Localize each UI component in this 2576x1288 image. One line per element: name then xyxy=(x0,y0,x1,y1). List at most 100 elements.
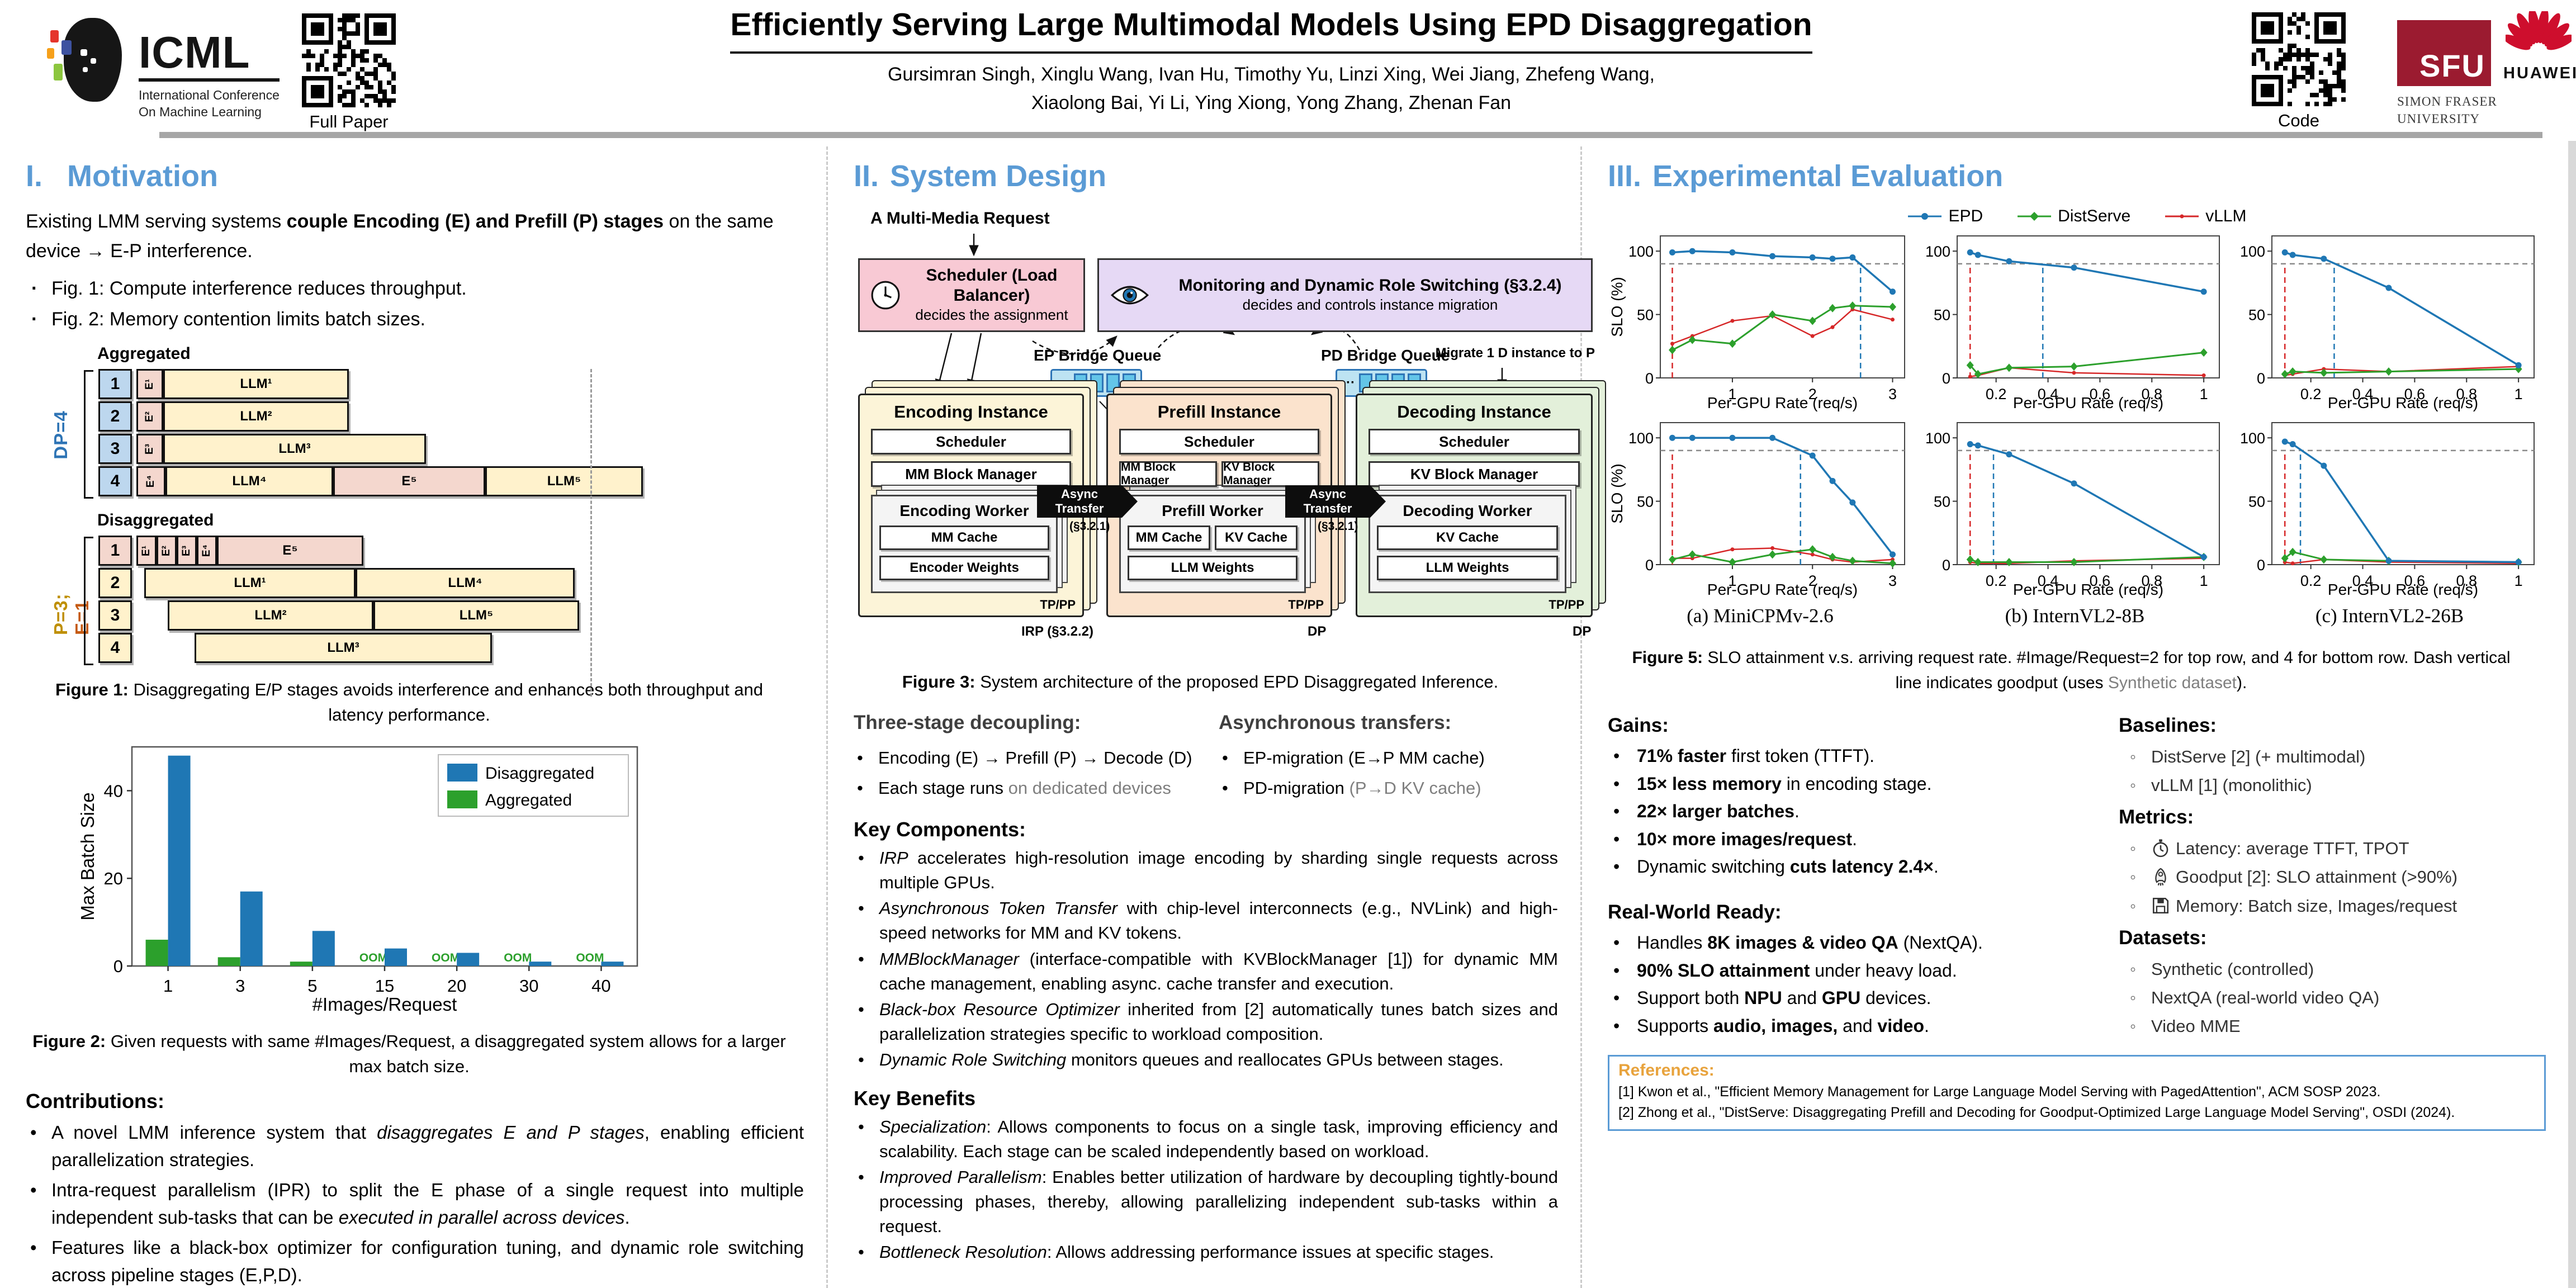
real-world-item: Supports audio, images, and video. xyxy=(1608,1012,2100,1040)
svg-text:50: 50 xyxy=(1637,494,1654,510)
svg-text:3: 3 xyxy=(235,976,245,996)
key-components-list: IRP accelerates high-resolution image en… xyxy=(854,846,1558,1072)
column-evaluation: III. Experimental Evaluation EPD DistServe… xyxy=(1582,146,2568,1288)
scheduler-subtitle: decides the assignment xyxy=(915,306,1068,324)
svg-text:0: 0 xyxy=(1942,557,1950,574)
svg-text:100: 100 xyxy=(1925,243,1950,260)
icml-line2: On Machine Learning xyxy=(139,104,262,119)
svg-text:OOM: OOM xyxy=(576,951,604,964)
sfu-line1: SIMON FRASER xyxy=(2397,94,2497,108)
svg-text:1: 1 xyxy=(163,976,173,996)
svg-text:0.8: 0.8 xyxy=(2456,386,2477,402)
dp-label: DP xyxy=(1308,624,1327,639)
real-world-list: Handles 8K images & video QA (NextQA). 9… xyxy=(1608,929,2100,1040)
svg-text:0.6: 0.6 xyxy=(2404,386,2426,402)
svg-text:0: 0 xyxy=(2257,370,2265,387)
icml-acronym: ICML xyxy=(139,30,280,82)
asynchronous-transfers: Asynchronous transfers: EP-migration (E→… xyxy=(1219,712,1558,804)
decoupling-transfers-block: Three-stage decoupling: Encoding (E) → P… xyxy=(854,712,1558,804)
key-benefit: Improved Parallelism: Enables better uti… xyxy=(854,1165,1558,1239)
svg-text:Per-GPU Rate (req/s): Per-GPU Rate (req/s) xyxy=(2013,581,2163,598)
baselines-list: DistServe [2] (+ multimodal) vLLM [1] (m… xyxy=(2119,742,2546,799)
disagg-row-1: 1 E¹ E² E³ E⁴ E⁵ xyxy=(98,536,786,566)
async-transfer-arrow: Async Transfer xyxy=(1037,485,1122,518)
real-world-item: 90% SLO attainment under heavy load. xyxy=(1608,957,2100,985)
svg-text:0.6: 0.6 xyxy=(2090,386,2111,402)
gain-item: Dynamic switching cuts latency 2.4×. xyxy=(1608,853,2100,881)
svg-text:50: 50 xyxy=(1637,307,1654,324)
kv-cache-box: KV Cache xyxy=(1377,525,1558,550)
qr-code-icon xyxy=(302,13,396,107)
metric-item: Latency: average TTFT, TPOT xyxy=(2124,834,2546,863)
datasets-list: Synthetic (controlled) NextQA (real-worl… xyxy=(2119,955,2546,1041)
svg-text:50: 50 xyxy=(1934,494,1950,510)
icml-logo: ICML International Conference On Machine… xyxy=(47,16,280,121)
llm-bar: LLM⁵ xyxy=(373,600,579,631)
sfu-logo-icon: SFU xyxy=(2397,20,2491,86)
svg-text:1: 1 xyxy=(2200,572,2208,589)
svg-text:0.4: 0.4 xyxy=(2352,386,2374,402)
svg-text:Per-GPU Rate (req/s): Per-GPU Rate (req/s) xyxy=(2013,394,2163,411)
setup-block: Baselines: DistServe [2] (+ multimodal) … xyxy=(2100,708,2546,1040)
scheduler-title: Scheduler (Load Balancer) xyxy=(926,266,1058,305)
llm-bar: LLM³ xyxy=(195,633,492,664)
key-component: MMBlockManager (interface-compatible wit… xyxy=(854,947,1558,996)
mm-block-manager-box: MM Block Manager xyxy=(871,461,1071,487)
sfu-acronym: SFU xyxy=(2419,48,2485,83)
three-stage-bullet: Encoding (E) → Prefill (P) → Decode (D) xyxy=(854,743,1193,774)
svg-text:2: 2 xyxy=(1808,572,1817,589)
svg-text:0.8: 0.8 xyxy=(2141,572,2162,589)
svg-text:50: 50 xyxy=(2248,494,2265,510)
llm-bar: LLM⁴ xyxy=(165,466,333,497)
key-components-heading: Key Components: xyxy=(854,818,1026,841)
multimedia-request-label: A Multi-Media Request xyxy=(870,209,1050,228)
llm-weights-box: LLM Weights xyxy=(1377,556,1558,580)
three-stage-heading: Three-stage decoupling: xyxy=(854,711,1081,733)
gains-block: Gains: 71% faster first token (TTFT). 15… xyxy=(1608,708,2100,1040)
figure1-caption: Figure 1: Disaggregating E/P stages avoi… xyxy=(55,680,764,725)
e-bar: E² xyxy=(136,401,163,432)
e-bar: E² xyxy=(157,536,177,566)
figure2-caption: Figure 2: Given requests with same #Imag… xyxy=(32,1031,786,1076)
key-component: IRP accelerates high-resolution image en… xyxy=(854,846,1558,895)
svg-text:1: 1 xyxy=(2515,572,2523,589)
plot-caption-c: (c) InternVL2-26B xyxy=(2315,605,2464,627)
svg-text:0: 0 xyxy=(2257,557,2265,574)
full-paper-qr-label: Full Paper xyxy=(309,112,389,131)
bracket xyxy=(84,537,93,666)
gains-heading: Gains: xyxy=(1608,714,1669,736)
prefill-scheduler-box: Scheduler xyxy=(1119,429,1319,454)
figure1-disaggregated-label: Disaggregated xyxy=(97,511,214,530)
async-transfer-ep: Async Transfer (§3.2.1) xyxy=(1037,485,1149,533)
prefill-instance-panel: Prefill Instance Scheduler MM Block Mana… xyxy=(1106,394,1332,617)
llm-bar: LLM² xyxy=(163,401,349,432)
e5-bar: E⁵ xyxy=(217,536,363,566)
column-motivation: I. Motivation Existing LMM serving system… xyxy=(0,146,826,1288)
svg-text:100: 100 xyxy=(2240,243,2265,260)
encoding-worker: Encoding Worker MM Cache Encoder Weights xyxy=(871,495,1058,593)
code-qr-label: Code xyxy=(2277,111,2320,130)
stopwatch-icon xyxy=(2153,839,2168,858)
svg-text:0.2: 0.2 xyxy=(1986,386,2007,402)
section-heading-evaluation: III. Experimental Evaluation xyxy=(1608,159,2004,193)
code-qr: Code xyxy=(2252,12,2346,131)
svg-text:0: 0 xyxy=(1645,370,1654,387)
svg-text:3: 3 xyxy=(1888,572,1897,589)
real-world-item: Handles 8K images & video QA (NextQA). xyxy=(1608,929,2100,957)
svg-text:100: 100 xyxy=(1925,430,1950,447)
migrate-label: Migrate 1 D instance to P xyxy=(1435,345,1595,361)
encoder-weights-box: Encoder Weights xyxy=(879,556,1049,580)
disagg-row-2: 2 LLM¹ LLM⁴ xyxy=(98,568,786,599)
plot-caption-a: (a) MiniCPMv-2.6 xyxy=(1687,605,1834,627)
section-heading-system-design: II. System Design xyxy=(854,159,1107,193)
e-bar: E⁴ xyxy=(136,466,165,497)
irp-label: IRP (§3.2.2) xyxy=(1021,624,1093,639)
svg-text:20: 20 xyxy=(104,869,123,888)
full-paper-qr: Full Paper xyxy=(302,13,396,132)
metrics-heading: Metrics: xyxy=(2119,806,2194,828)
llm-bar: LLM² xyxy=(168,600,373,631)
e-bar: E¹ xyxy=(136,369,163,400)
mm-block-manager-box: MM Block Manager xyxy=(1119,461,1217,487)
authors-line2: Xiaolong Bai, Yi Li, Ying Xiong, Yong Zh… xyxy=(1031,92,1512,113)
